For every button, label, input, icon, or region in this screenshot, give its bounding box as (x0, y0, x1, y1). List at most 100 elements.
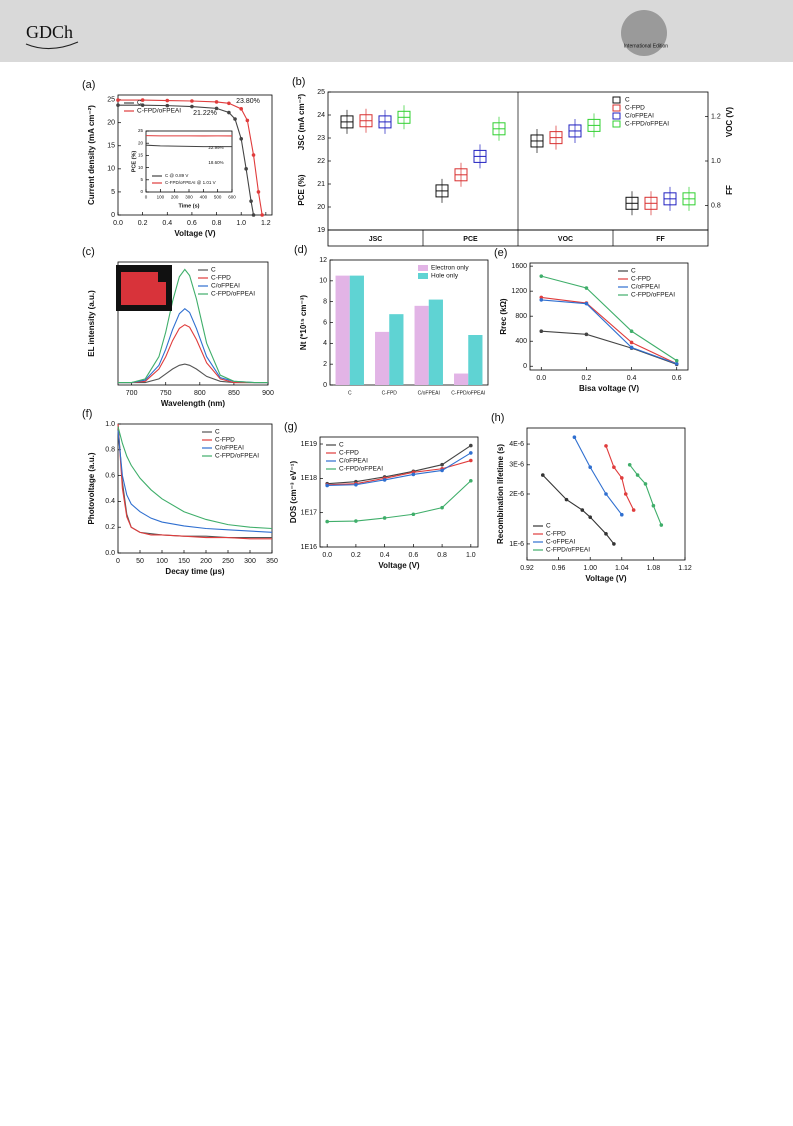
y-tick-label: 0.2 (105, 524, 115, 531)
x-tick-label: 1.2 (261, 220, 271, 227)
legend-label: C-FPD/oFPEAI (215, 453, 259, 460)
y-tick-label: 10 (107, 166, 115, 173)
legend-label: C-FPD/oFPEAI (137, 108, 181, 115)
data-point (233, 117, 237, 121)
x-tick-label: 0.4 (380, 552, 390, 559)
y-tick-label: 22 (317, 158, 325, 165)
legend-label: C/oFPEAI (339, 458, 368, 465)
legend-label: C @ 0.89 V (165, 173, 188, 178)
panel-label: (a) (82, 79, 95, 91)
y-tick-label: 12 (319, 257, 327, 264)
x-axis-label: Wavelength (nm) (161, 399, 225, 408)
x-tick-label: 300 (244, 558, 256, 565)
y-tick-label: 15 (107, 143, 115, 150)
y-tick-label: 25 (107, 96, 115, 103)
bar (429, 300, 443, 385)
legend-label: C (137, 100, 142, 107)
x-tick-label: 250 (222, 558, 234, 565)
data-point (325, 520, 329, 524)
y-axis-label: PCE (%) (131, 151, 137, 173)
legend-label: C/oFPEAI (631, 284, 660, 291)
y2-tick-label: 1.0 (711, 158, 721, 165)
data-point (612, 542, 616, 546)
data-point (190, 99, 194, 103)
y-tick-label: 25 (317, 89, 325, 96)
panel-label: (g) (284, 421, 297, 433)
data-point (636, 473, 640, 477)
edition-label: International Edition (624, 43, 668, 49)
y-tick-label: 20 (138, 140, 144, 145)
data-point (165, 99, 169, 103)
data-point (675, 359, 679, 363)
data-point (620, 513, 624, 517)
y-axis-label: Photovoltage (a.u.) (87, 452, 96, 524)
category-label: PCE (463, 236, 478, 243)
data-point (585, 333, 589, 337)
x-tick-label: 0.4 (627, 375, 637, 382)
y-tick-label: 23 (317, 135, 325, 142)
legend-label: C (546, 523, 551, 530)
data-point (588, 465, 592, 469)
data-point (469, 444, 473, 448)
y-tick-label: 20 (107, 120, 115, 127)
panel-label: (c) (82, 246, 95, 258)
y-tick-label: 20 (317, 204, 325, 211)
data-point (215, 100, 219, 104)
annotation: 18.60% (208, 160, 223, 165)
legend-label: C-FPD/oFPEAI (631, 292, 675, 299)
y-axis-label: JSC (mA cm⁻²) (297, 93, 306, 150)
header-band (0, 0, 793, 62)
data-point (581, 508, 585, 512)
y-axis-label: Current density (mA cm⁻²) (87, 105, 96, 205)
y-tick-label: 3E-6 (509, 462, 524, 469)
legend-swatch (418, 273, 428, 279)
x-tick-label: 200 (200, 558, 212, 565)
data-point (412, 512, 416, 516)
y-tick-label: 0.6 (105, 472, 115, 479)
data-point (652, 504, 656, 508)
x-tick-label: 0.4 (162, 220, 172, 227)
x-axis-label: Voltage (V) (174, 229, 216, 238)
panel-label: (f) (82, 408, 92, 420)
x-tick-label: 1.04 (615, 565, 629, 572)
data-point (604, 444, 608, 448)
x-tick-label: 0.6 (408, 552, 418, 559)
panel-label: (b) (292, 76, 305, 88)
data-point (354, 519, 358, 523)
y-axis-label: DOS (cm⁻³ eV⁻¹) (289, 461, 298, 524)
legend-label: C/oFPEAI (625, 113, 654, 120)
y-tick-label: 10 (319, 278, 327, 285)
data-point (628, 463, 632, 467)
legend-label: C-FPD/oFPEAI (339, 466, 383, 473)
data-point (585, 286, 589, 290)
panel-label: (e) (494, 247, 507, 259)
legend-label: C-FPD (339, 450, 359, 457)
data-point (630, 341, 634, 345)
data-point (644, 482, 648, 486)
y2-tick-label: 0.8 (711, 202, 721, 209)
data-point (469, 451, 473, 455)
x-tick-label: 150 (178, 558, 190, 565)
y-tick-label: 8 (323, 299, 327, 306)
y-tick-label: 4E-6 (509, 441, 524, 448)
data-point (249, 199, 253, 203)
data-point (541, 473, 545, 477)
y-tick-label: 1.0 (105, 421, 115, 428)
data-point (604, 492, 608, 496)
x-tick-label: 0.2 (138, 220, 148, 227)
x-tick-label: 800 (194, 390, 206, 397)
legend-label: C-FPD/oFPEAI @ 1.01 V (165, 180, 216, 185)
data-point (630, 329, 634, 333)
category-label: C/oFPEAI (418, 390, 440, 396)
data-point (227, 111, 231, 115)
x-tick-label: 100 (156, 558, 168, 565)
data-point (246, 119, 250, 123)
y-tick-label: 4 (323, 340, 327, 347)
legend-label: C (631, 268, 636, 275)
x-tick-label: 400 (200, 195, 208, 200)
data-point (383, 478, 387, 482)
legend-label: C (339, 442, 344, 449)
category-label: FF (656, 236, 665, 243)
y-tick-label: 1E17 (301, 510, 317, 517)
y-tick-label: 0.0 (105, 550, 115, 557)
